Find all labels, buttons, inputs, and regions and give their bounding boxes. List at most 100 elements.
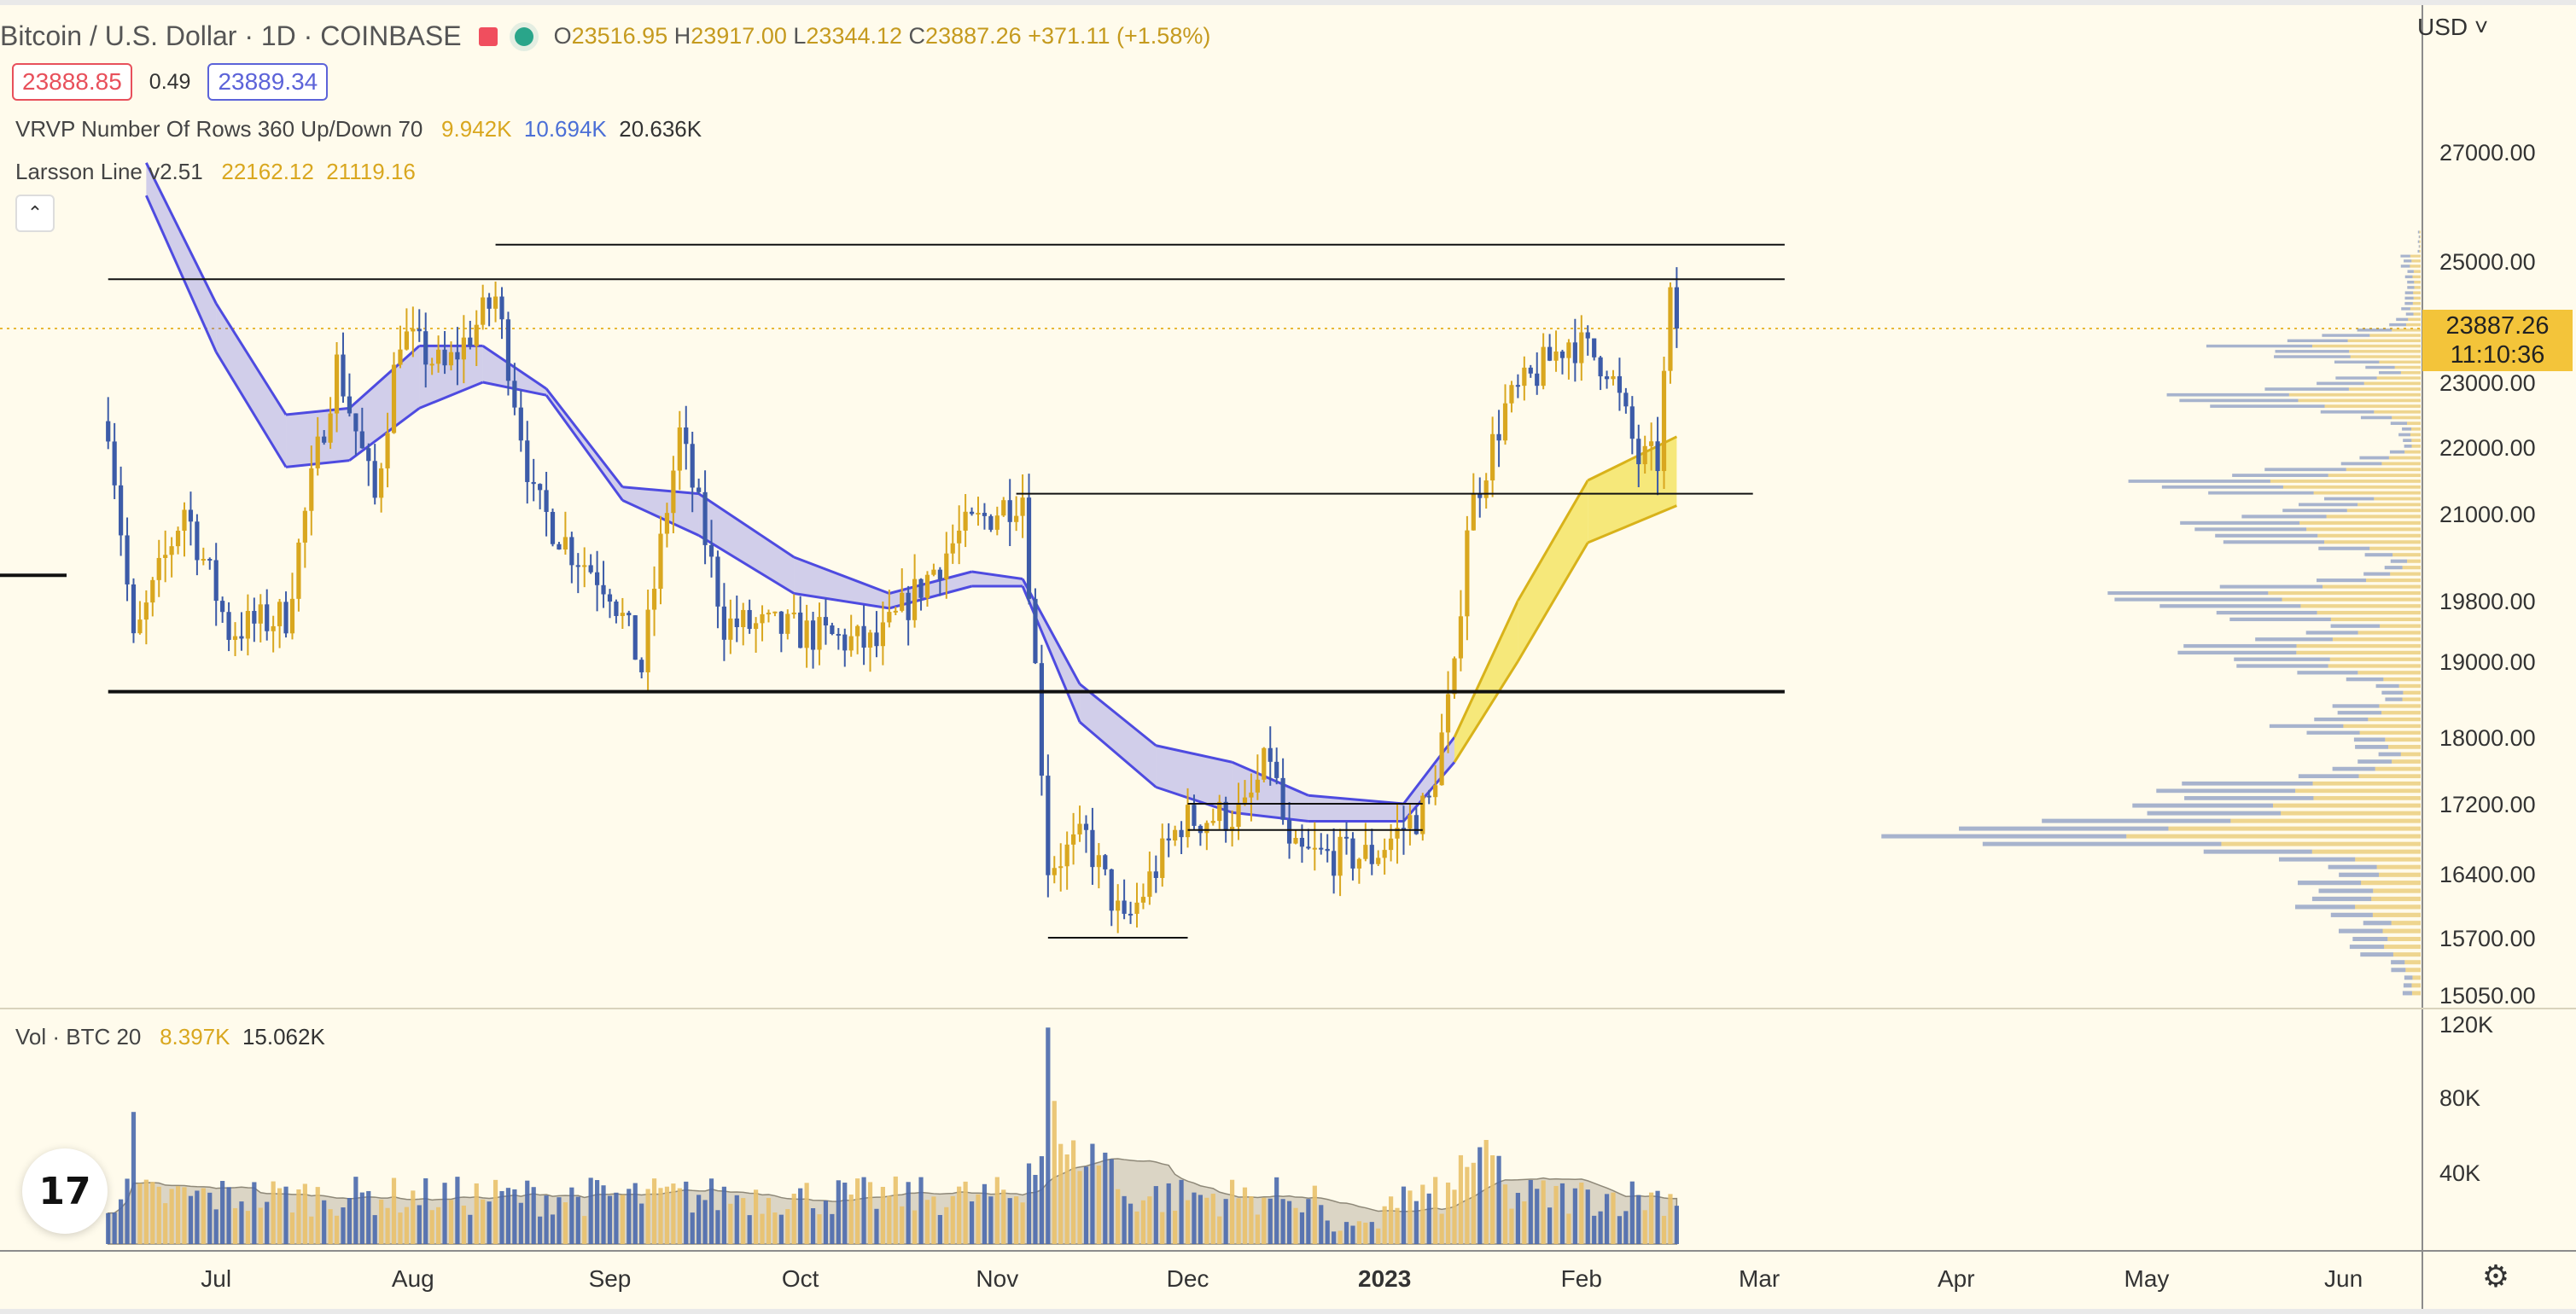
volume-bar [1452, 1189, 1457, 1244]
symbol-title[interactable]: Bitcoin / U.S. Dollar · 1D · COINBASE [0, 20, 462, 51]
collapse-legend-icon[interactable]: ⌃ [15, 195, 55, 232]
vrvp-down-row [2042, 818, 2231, 823]
buy-price-button[interactable]: 23889.34 [207, 63, 329, 101]
ohlc-values: O23516.95 H23917.00 L23344.12 C23887.26 … [553, 23, 1211, 49]
volume-bar [252, 1182, 257, 1244]
volume-bar [1134, 1211, 1139, 1244]
vrvp-down-row [2208, 491, 2314, 495]
candle-up [169, 546, 174, 555]
candle-up [645, 609, 650, 672]
vrvp-up-row [2300, 604, 2421, 608]
volume-bar [125, 1178, 130, 1244]
vrvp-down-row [2398, 433, 2410, 437]
candle-up [754, 623, 759, 630]
vrvp-down-row [2215, 533, 2318, 538]
volume-bar [1052, 1101, 1057, 1244]
time-tick-label: Nov [976, 1265, 1018, 1292]
vrvp-up-row [2394, 365, 2421, 369]
candle-down [721, 606, 726, 640]
symbol-header: Bitcoin / U.S. Dollar · 1D · COINBASE O2… [0, 20, 1210, 52]
volume-bar [1274, 1177, 1279, 1244]
vrvp-down-row [2339, 872, 2380, 877]
volume-bar [322, 1200, 327, 1244]
candle-down [531, 481, 536, 485]
vrvp-up-row [2405, 968, 2421, 973]
gear-icon[interactable]: ⚙ [2481, 1259, 2510, 1294]
vrvp-down-row [2363, 572, 2391, 576]
larsson-fast-line [889, 570, 972, 595]
sell-price-button[interactable]: 23888.85 [12, 63, 132, 101]
candle-down [778, 611, 784, 634]
volume-bar [918, 1177, 924, 1244]
candle-down [1496, 433, 1501, 441]
tradingview-logo-icon[interactable]: 17 [22, 1148, 108, 1234]
volume-bar [778, 1214, 784, 1244]
candle-up [1522, 367, 1527, 387]
volume-bar [1064, 1154, 1069, 1244]
candle-down [468, 337, 473, 346]
volume-bar [1389, 1196, 1394, 1244]
candle-down [518, 407, 523, 441]
larsson-fast-line [697, 492, 796, 559]
vrvp-up-row [2363, 381, 2421, 386]
candle-up [804, 620, 809, 648]
time-tick-label: Dec [1167, 1265, 1209, 1292]
candle-up [1204, 823, 1209, 834]
volume-bar [442, 1183, 447, 1244]
vrvp-down-row [2404, 275, 2413, 279]
vrvp-up-row [2414, 280, 2421, 284]
volume-bar [1343, 1222, 1349, 1244]
candle-up [258, 604, 263, 624]
currency-selector[interactable]: USD ˅ [2417, 14, 2489, 40]
flag-icon[interactable] [478, 26, 498, 46]
volume-bar [1502, 1184, 1508, 1244]
candle-up [817, 617, 822, 650]
volume-bar [595, 1180, 600, 1244]
larsson-legend[interactable]: Larsson Line v2.51 22162.12 21119.16 [15, 159, 416, 185]
candle-up [931, 569, 936, 575]
volume-bar [143, 1179, 149, 1244]
volume-bar [265, 1201, 270, 1244]
candle-down [538, 484, 543, 491]
larsson-slow-line [144, 195, 218, 353]
vrvp-up-row [2411, 439, 2421, 443]
volume-bar [924, 1200, 930, 1244]
volume-bar [182, 1187, 187, 1244]
volume-bar [258, 1207, 263, 1244]
candle-down [1103, 855, 1108, 869]
vrvp-up-row [2411, 983, 2421, 988]
vrvp-up-row [2387, 936, 2421, 942]
volume-legend[interactable]: Vol · BTC 20 8.397K 15.062K [15, 1024, 325, 1050]
candle-up [741, 609, 746, 627]
vrvp-up-row [2346, 509, 2421, 513]
vrvp-up-row [2368, 717, 2421, 722]
larsson-slow-line [545, 394, 624, 502]
volume-bar [1058, 1143, 1064, 1244]
volume-bar [468, 1214, 473, 1244]
vrvp-up-row [2391, 921, 2421, 926]
vrvp-down-row [1959, 826, 2169, 831]
volume-bar [963, 1181, 968, 1244]
horizontal-levels[interactable] [0, 243, 1785, 939]
volume-bar [1319, 1205, 1324, 1244]
volume-bar [696, 1195, 702, 1244]
vrvp-down-row [2179, 398, 2299, 403]
vrvp-up-row [2230, 818, 2421, 823]
vrvp-up-row [2410, 254, 2421, 258]
candle-down [544, 490, 549, 512]
volume-bar [289, 1212, 295, 1244]
volume-bar [1033, 1174, 1038, 1244]
volume-bar [1433, 1177, 1438, 1244]
larsson-slow-line [214, 351, 288, 468]
vrvp-down-row [2166, 392, 2289, 397]
volume-bar [1083, 1166, 1089, 1244]
volume-bar [455, 1177, 460, 1244]
vrvp-legend[interactable]: VRVP Number Of Rows 360 Up/Down 70 9.942… [15, 116, 702, 142]
volume-value-1: 8.397K [160, 1024, 230, 1049]
volume-bar [538, 1216, 543, 1244]
vrvp-up-row [2413, 270, 2421, 273]
vrvp-up-row [2382, 928, 2421, 933]
candle-down [525, 440, 530, 482]
vrvp-up-row [2410, 433, 2421, 437]
